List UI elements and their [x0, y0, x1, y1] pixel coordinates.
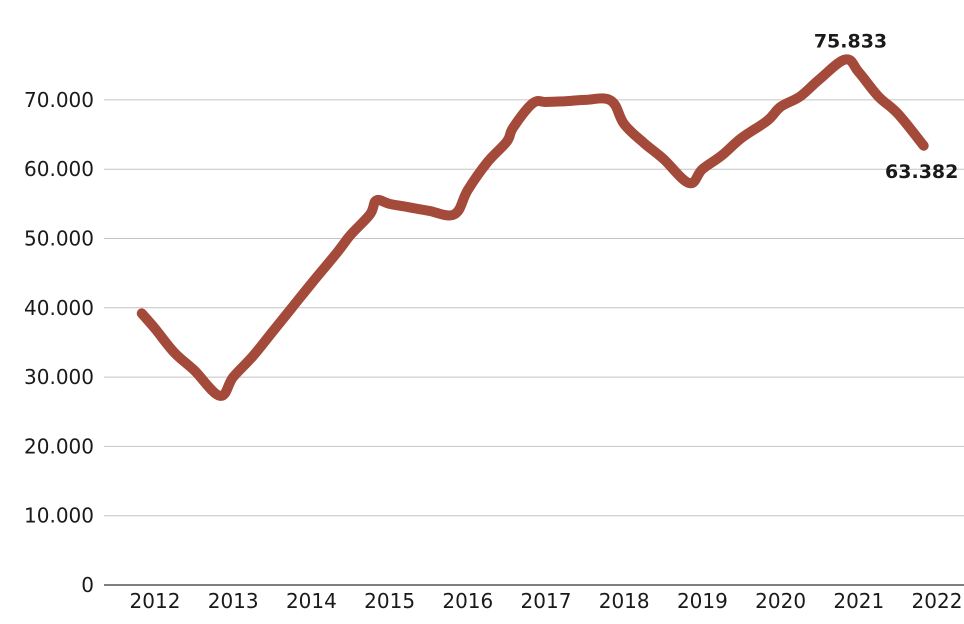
- gridlines: [104, 99, 964, 517]
- y-axis: 0 10.000 20.000 30.000 40.000 50.000 60.000 70.…: [24, 88, 94, 597]
- y-tick-label: 60.000: [24, 157, 94, 181]
- x-tick-label: 2022: [912, 589, 963, 613]
- y-tick-label: 50.000: [24, 227, 94, 251]
- x-tick-label: 2017: [521, 589, 572, 613]
- y-tick-label: 10.000: [24, 504, 94, 528]
- x-tick-label: 2019: [677, 589, 728, 613]
- series-line: [136, 54, 929, 401]
- x-tick-label: 2021: [833, 589, 884, 613]
- x-tick-label: 2014: [286, 589, 337, 613]
- y-tick-label: 70.000: [24, 88, 94, 112]
- y-tick-label: 20.000: [24, 434, 94, 458]
- last-value-label: 63.382: [885, 161, 958, 183]
- x-tick-label: 2012: [130, 589, 181, 613]
- x-tick-label: 2013: [208, 589, 259, 613]
- y-tick-label: 0: [81, 573, 94, 597]
- x-axis: 2012 2013 2014 2015 2016 2017 2018 2019 2020 2021…: [130, 589, 963, 613]
- annotations: 75.833 63.382: [814, 30, 959, 182]
- peak-value-label: 75.833: [814, 30, 887, 52]
- x-tick-label: 2016: [442, 589, 493, 613]
- x-tick-label: 2018: [599, 589, 650, 613]
- x-tick-label: 2020: [755, 589, 806, 613]
- y-tick-label: 40.000: [24, 296, 94, 320]
- y-tick-label: 30.000: [24, 365, 94, 389]
- x-tick-label: 2015: [364, 589, 415, 613]
